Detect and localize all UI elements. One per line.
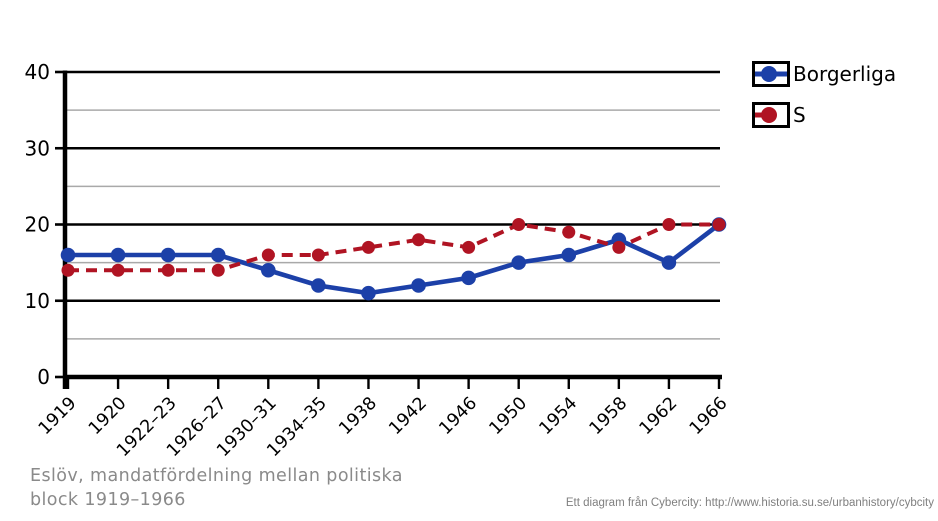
x-tick-label: 1942	[385, 393, 431, 439]
y-tick-label: 30	[25, 136, 50, 160]
legend-label-s: S	[793, 103, 806, 127]
series-borgerliga-point	[461, 270, 476, 286]
x-tick-label: 1946	[436, 393, 482, 439]
legend-label-borgerliga: Borgerliga	[793, 62, 897, 86]
legend: Borgerliga S	[752, 61, 896, 143]
y-tick-label: 40	[25, 60, 50, 84]
legend-item-borgerliga: Borgerliga	[752, 61, 896, 87]
series-borgerliga-point	[160, 247, 176, 263]
series-borgerliga-point	[60, 247, 76, 263]
series-s-point	[512, 218, 526, 231]
series-borgerliga-point	[110, 247, 126, 263]
series-s-point	[562, 225, 576, 239]
y-tick-label: 0	[37, 365, 50, 389]
series-borgerliga-point	[261, 262, 276, 278]
legend-swatch-s-icon	[752, 102, 790, 128]
series-borgerliga-point	[561, 247, 577, 263]
legend-swatch-borgerliga-icon	[752, 61, 790, 87]
series-s-point	[462, 240, 476, 254]
series-s-point	[612, 240, 626, 254]
x-tick-label: 1966	[686, 393, 732, 439]
series-borgerliga-point	[661, 255, 677, 270]
x-tick-label: 1950	[486, 393, 532, 439]
credit-line: Ett diagram från Cybercity: http://www.h…	[565, 497, 934, 509]
series-borgerliga-point	[411, 278, 426, 293]
y-tick-label: 10	[25, 289, 50, 313]
series-borgerliga-point	[210, 247, 226, 263]
series-borgerliga-line	[68, 222, 721, 296]
series-s-point	[261, 248, 275, 262]
series-s-point	[712, 218, 726, 231]
x-tick-label: 1958	[586, 393, 632, 439]
series-s-point	[61, 263, 75, 277]
series-s-line	[68, 222, 719, 273]
series-s-point	[211, 263, 225, 277]
x-tick-label: 1954	[536, 393, 582, 439]
series-s-point	[412, 233, 426, 247]
x-tick-label: 1920	[85, 393, 131, 439]
series-borgerliga-point	[311, 278, 326, 293]
legend-item-s: S	[752, 102, 896, 128]
x-tick-label: 1919	[35, 393, 81, 439]
series-s-point	[161, 263, 175, 277]
series-s-point	[111, 263, 125, 277]
y-tick-label: 20	[25, 213, 50, 237]
series-s-point	[662, 218, 676, 231]
x-tick-label: 1938	[335, 393, 381, 439]
series-borgerliga-point	[361, 285, 376, 301]
x-tick-label: 1962	[636, 393, 682, 439]
series-borgerliga-point	[511, 255, 526, 270]
series-s-point	[361, 240, 375, 254]
chart-caption: Eslöv, mandatfördelning mellan politiska…	[30, 466, 403, 510]
series-s-point	[311, 248, 325, 262]
